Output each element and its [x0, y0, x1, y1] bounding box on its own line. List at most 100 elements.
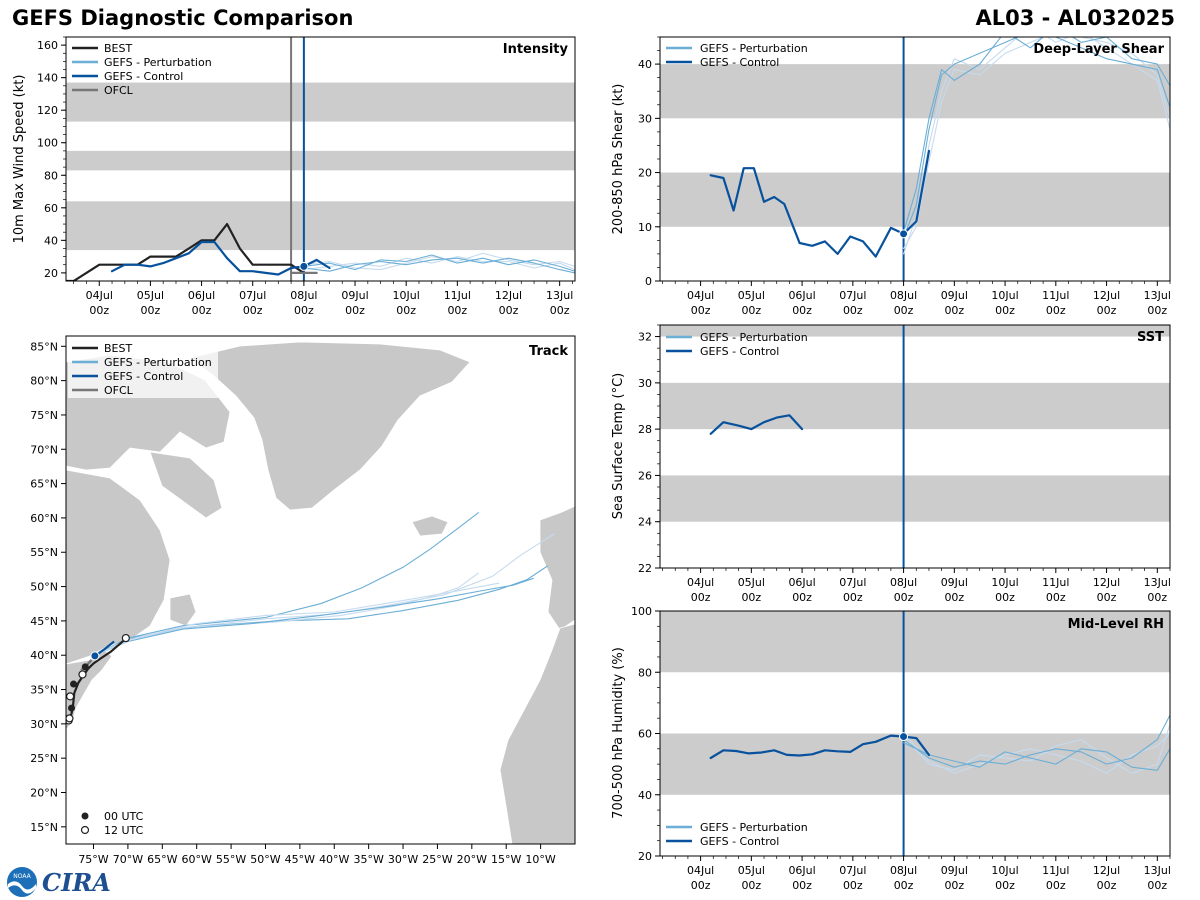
sst-xtick-hour: 00z [944, 591, 964, 604]
legend-control-label: GEFS - Control [700, 345, 779, 358]
lon-tick-label: 75°W [78, 853, 108, 866]
sst-xtick-hour: 00z [1147, 591, 1167, 604]
track-marker-legend: 00 UTC 12 UTC [80, 810, 144, 837]
sst-xtick-hour: 00z [741, 591, 761, 604]
rh-legend: GEFS - Perturbation GEFS - Control [666, 821, 808, 848]
intensity-axes: 20 40 60 80 100 120 140 160 04Jul 00z 05Jul 00z 06Ju… [37, 36, 573, 317]
rh-ytick-label: 60 [638, 728, 652, 741]
legend-best-label: BEST [104, 42, 132, 55]
sst-xtick-day: 07Jul [839, 576, 866, 589]
intensity-xtick-day: 08Jul [290, 289, 317, 302]
cira-logo: NOAA CIRA [6, 866, 111, 898]
legend-perturbation-label: GEFS - Perturbation [700, 821, 808, 834]
lon-tick-label: 60°W [182, 853, 212, 866]
lat-tick-label: 85°N [30, 340, 58, 353]
rh-xtick-hour: 00z [792, 879, 812, 892]
shear-xtick-day: 10Jul [991, 289, 1018, 302]
rh-ytick-label: 40 [638, 789, 652, 802]
sst-xtick-hour: 00z [1097, 591, 1117, 604]
lat-tick-label: 30°N [30, 718, 58, 731]
legend-ofcl-label: OFCL [104, 84, 134, 97]
sst-bands [660, 325, 1170, 522]
shear-analysis-marker [899, 229, 909, 239]
rh-ylabel: 700-500 hPa Humidity (%) [611, 647, 626, 819]
sst-ytick-label: 24 [638, 516, 652, 529]
shear-xtick-day: 06Jul [788, 289, 815, 302]
sst-series [709, 414, 804, 435]
intensity-xtick-day: 10Jul [393, 289, 420, 302]
lon-tick-label: 25°W [422, 853, 452, 866]
baffin-island [149, 451, 223, 519]
sst-xtick-day: 11Jul [1042, 576, 1069, 589]
lat-tick-label: 25°N [30, 752, 58, 765]
sst-ytick-label: 26 [638, 469, 652, 482]
shear-xtick-hour: 00z [843, 304, 863, 317]
lon-tick-label: 40°W [319, 853, 349, 866]
sst-ytick-label: 22 [638, 562, 652, 575]
main-title: GEFS Diagnostic Comparison [12, 6, 354, 30]
intensity-bands [66, 82, 575, 251]
legend-00utc-marker [81, 812, 89, 820]
lat-tick-label: 55°N [30, 546, 58, 559]
rh-xtick-hour: 00z [741, 879, 761, 892]
shear-series-gefs-perturbation [903, 37, 1170, 250]
sst-xtick-hour: 00z [843, 591, 863, 604]
rh-panel: 20 40 60 80 100 04Jul 00z 05Jul 00z 06Jul 00z 07Jul… [611, 605, 1171, 892]
sst-title: SST [1137, 330, 1164, 345]
lat-tick-label: 20°N [30, 787, 58, 800]
sst-xtick-day: 12Jul [1093, 576, 1120, 589]
shear-xtick-hour: 00z [792, 304, 812, 317]
intensity-xtick-hour: 00z [550, 304, 570, 317]
lat-tick-label: 45°N [30, 615, 58, 628]
best-00utc-marker [81, 663, 89, 671]
greenland [189, 341, 471, 511]
rh-xtick-hour: 00z [843, 879, 863, 892]
intensity-xtick-day: 11Jul [444, 289, 471, 302]
sst-legend: GEFS - Perturbation GEFS - Control [666, 331, 808, 358]
lat-tick-label: 60°N [30, 512, 58, 525]
shear-xtick-hour: 00z [691, 304, 711, 317]
intensity-xtick-hour: 00z [294, 304, 314, 317]
sst-xtick-day: 04Jul [687, 576, 714, 589]
intensity-xtick-day: 04Jul [86, 289, 113, 302]
lon-tick-label: 20°W [457, 853, 487, 866]
shear-xtick-hour: 00z [1097, 304, 1117, 317]
track-map-area [66, 336, 575, 844]
rh-series-gefs-perturbation [903, 723, 1170, 774]
rh-ytick-label: 80 [638, 666, 652, 679]
rh-xtick-hour: 00z [1147, 879, 1167, 892]
sst-ytick-label: 32 [638, 331, 652, 344]
intensity-series-gefs-perturbation [303, 256, 575, 271]
shear-ytick-label: 40 [638, 58, 652, 71]
shear-xtick-day: 05Jul [738, 289, 765, 302]
sst-axes: 22 24 26 28 30 32 04Jul 00z 05Jul 00z 06Jul 00z 07Ju… [638, 324, 1171, 604]
sst-ylabel: Sea Surface Temp (°C) [611, 373, 626, 520]
best-12utc-marker [78, 670, 87, 679]
cira-wordmark: CIRA [42, 867, 111, 897]
rh-xtick-day: 05Jul [738, 864, 765, 877]
shear-ytick-label: 30 [638, 112, 652, 125]
rh-xtick-hour: 00z [995, 879, 1015, 892]
rh-xtick-day: 13Jul [1144, 864, 1171, 877]
lat-tick-label: 80°N [30, 375, 58, 388]
legend-00utc-label: 00 UTC [104, 810, 144, 823]
intensity-analysis-marker [299, 261, 309, 271]
sst-band [660, 325, 1170, 337]
sst-ytick-label: 30 [638, 377, 652, 390]
track-title: Track [529, 344, 568, 359]
sst-xtick-hour: 00z [1046, 591, 1066, 604]
intensity-xtick-hour: 00z [243, 304, 263, 317]
intensity-ytick-label: 120 [37, 104, 58, 117]
land-masses [66, 341, 575, 844]
rh-bands [660, 611, 1170, 795]
shear-ytick-label: 20 [638, 167, 652, 180]
sst-xtick-day: 05Jul [738, 576, 765, 589]
intensity-xtick-day: 09Jul [341, 289, 368, 302]
intensity-xtick-day: 12Jul [495, 289, 522, 302]
rh-xtick-day: 12Jul [1093, 864, 1120, 877]
intensity-ytick-label: 160 [37, 39, 58, 52]
legend-control-label: GEFS - Control [700, 835, 779, 848]
shear-series-gefs-perturbation [903, 37, 1170, 255]
shear-ytick-label: 10 [638, 221, 652, 234]
